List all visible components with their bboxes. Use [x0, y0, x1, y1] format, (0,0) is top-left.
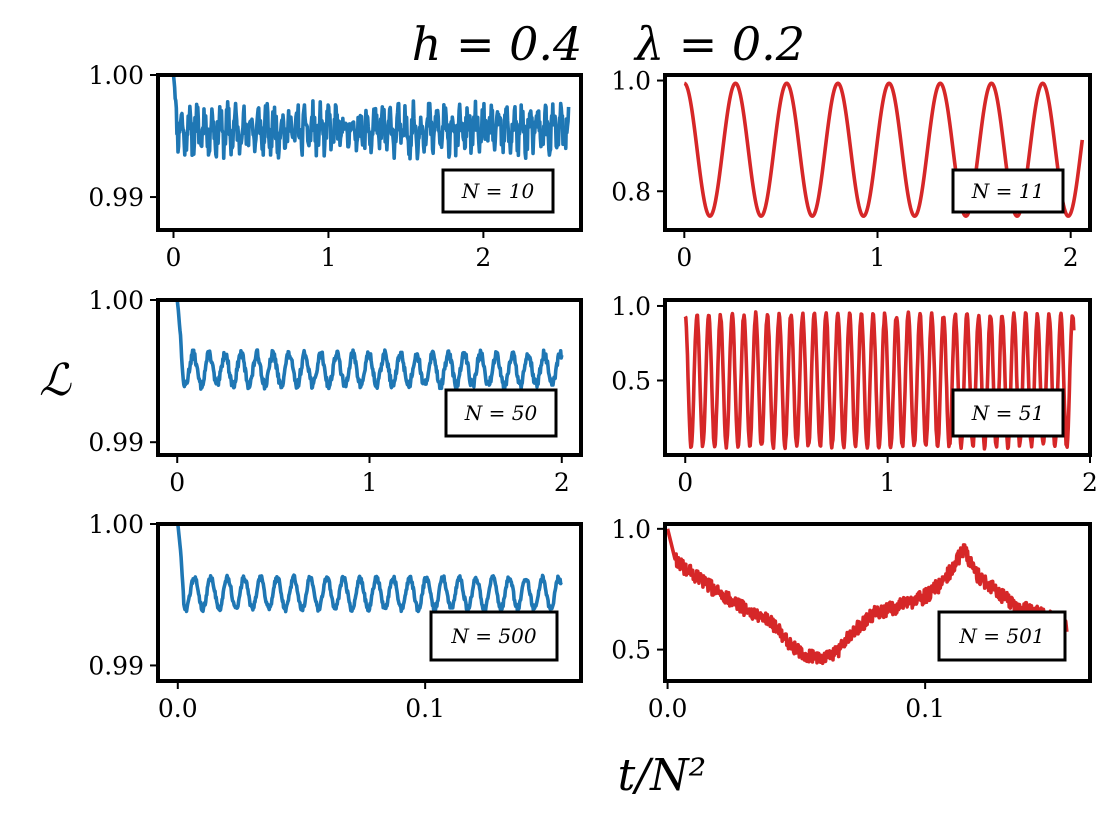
title-lambda: λ = 0.2 [633, 17, 805, 71]
x-tick-label: 0.0 [158, 694, 198, 723]
y-tick-label: 1.0 [611, 67, 651, 96]
legend-box [937, 610, 1067, 662]
y-tick-label: 1.00 [88, 510, 144, 539]
legend-label: N = 10 [461, 179, 535, 203]
legend-box [441, 168, 555, 214]
x-tick-label: 0 [166, 243, 182, 272]
x-tick-label: 2 [554, 468, 570, 497]
legend-box [444, 388, 558, 438]
y-tick-label: 1.00 [88, 286, 144, 315]
panel-row2-right: 0 1 2 0.5 1.0 N = 51 [611, 292, 1098, 497]
x-tick-label: 0.1 [905, 694, 945, 723]
x-tick-label: 0 [676, 243, 692, 272]
x-tick-label: 0 [169, 468, 185, 497]
series-line-row3-right [665, 528, 1069, 666]
panels-group: 0 1 20.991.00N = 100 1 20.81.0N = 110 1 20.991… [88, 61, 1098, 723]
axes-frame-row3-right [663, 522, 1092, 683]
y-tick-label: 0.5 [611, 636, 651, 665]
x-tick-label: 0.1 [405, 694, 445, 723]
series-line-row2-left [175, 300, 564, 391]
series-line-row3-left [176, 524, 563, 614]
axes-frame-row2-right [663, 298, 1092, 457]
x-tick-label: 1 [320, 243, 336, 272]
y-tick-label: 0.5 [611, 366, 651, 395]
x-tick-label: 2 [1063, 243, 1079, 272]
legend-box [951, 168, 1065, 214]
x-tick-label: 1 [870, 243, 886, 272]
x-tick-label: 2 [1082, 468, 1098, 497]
y-tick-label: 1.0 [611, 292, 651, 321]
y-tick-label: 0.8 [611, 177, 651, 206]
y-tick-label: 0.99 [88, 183, 144, 212]
legend-label: N = 501 [958, 624, 1044, 648]
title-h: h = 0.4 [412, 17, 583, 71]
x-tick-label: 1 [362, 468, 378, 497]
y-tick-label: 0.99 [88, 428, 144, 457]
legend-label: N = 51 [971, 401, 1044, 425]
x-axis-label: t/N² [618, 750, 707, 801]
legend-label: N = 500 [450, 624, 536, 648]
legend-label: N = 11 [971, 179, 1044, 203]
x-tick-label: 1 [880, 468, 896, 497]
x-tick-label: 2 [475, 243, 491, 272]
axes-frame-row3-left [156, 522, 583, 683]
legend-box [429, 610, 559, 662]
axes-frame-row1-left [156, 73, 583, 232]
y-tick-label: 1.0 [611, 515, 651, 544]
x-tick-label: 0 [677, 468, 693, 497]
panel-row3-right: 0.0 0.1 0.5 1.0 N = 501 [611, 515, 1092, 723]
x-tick-label: 0.0 [648, 694, 688, 723]
series-line-row1-right [683, 81, 1085, 218]
panel-row1-left: 0 1 2 0.99 1.00 N = 10 [88, 61, 583, 272]
y-axis-label: ℒ [39, 355, 72, 406]
panel-row3-left: 0.0 0.1 0.99 1.00 N = 500 [88, 510, 583, 723]
y-tick-label: 0.99 [88, 651, 144, 680]
panel-row1-right: 0 1 2 0.8 1.0 N = 11 [611, 67, 1092, 272]
y-tick-label: 1.00 [88, 61, 144, 90]
series-line-row1-left [171, 75, 571, 161]
panel-row2-left: 0 1 2 0.99 1.00 N = 50 [88, 286, 583, 497]
legend-box [951, 388, 1065, 438]
legend-label: N = 50 [464, 401, 538, 425]
